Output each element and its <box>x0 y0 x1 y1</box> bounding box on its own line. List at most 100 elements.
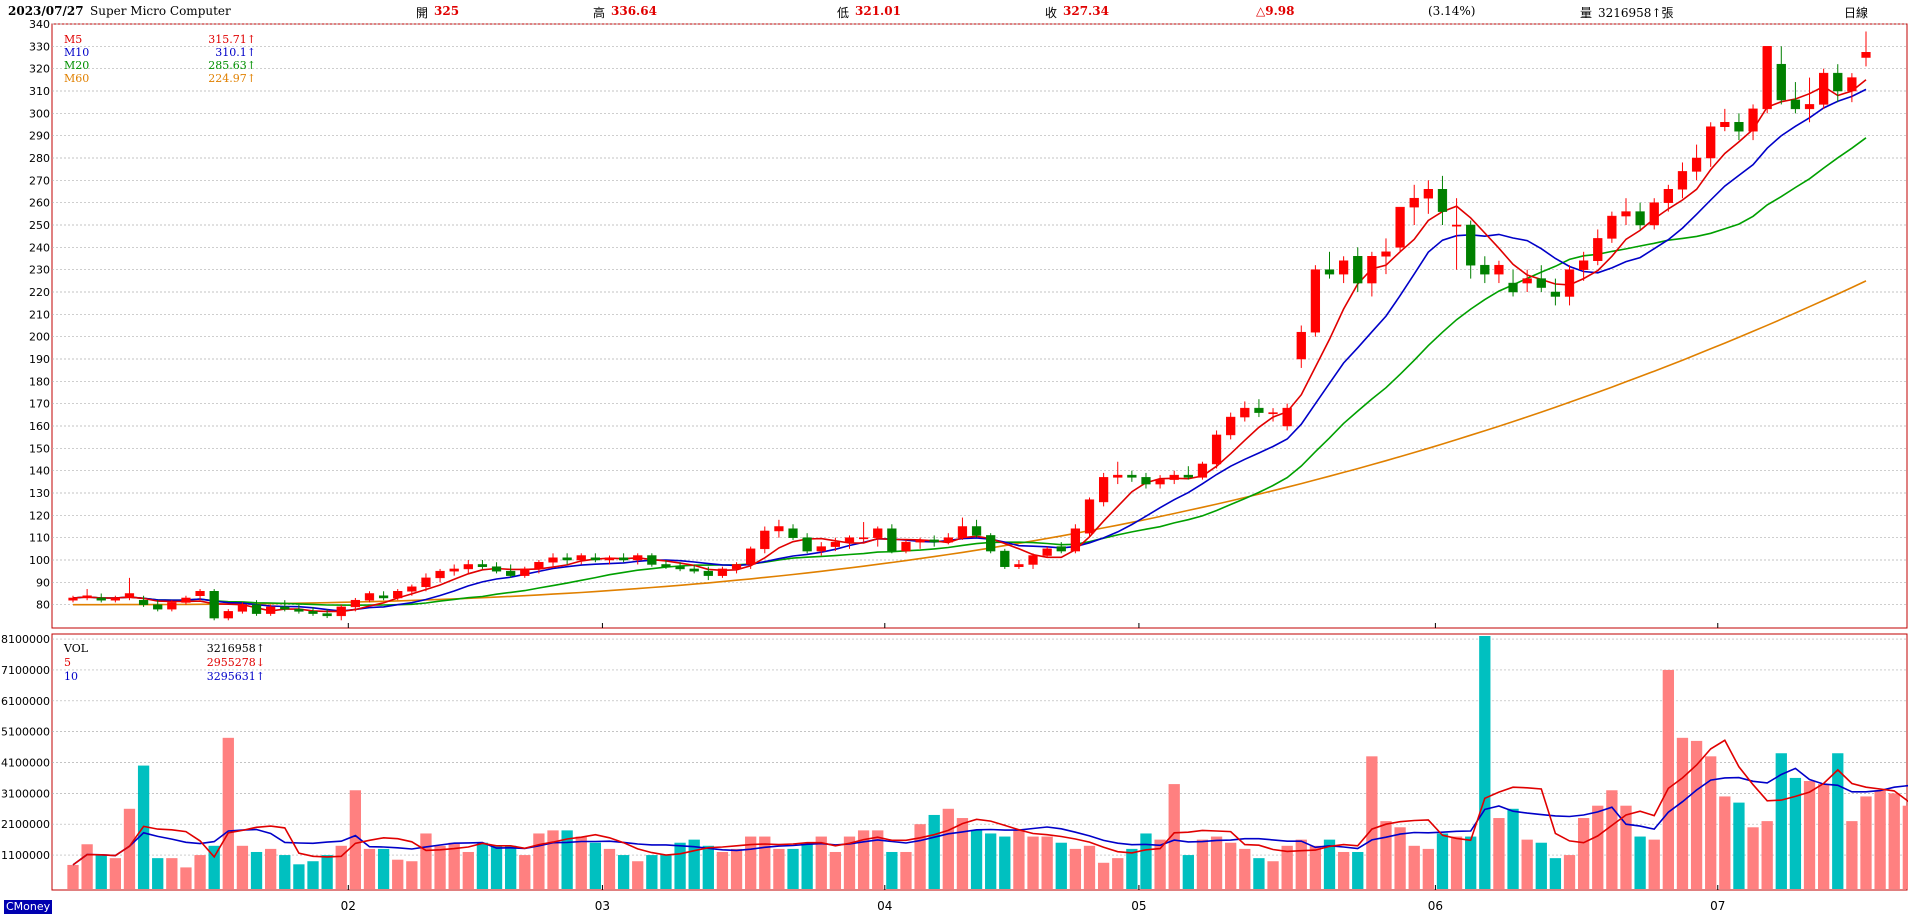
volume-bar <box>1606 790 1618 889</box>
month-label: 04 <box>877 899 892 913</box>
volume-bar <box>759 836 771 889</box>
month-axis: 02 03 04 05 06 07 <box>341 623 1725 913</box>
volume-bar <box>250 851 263 889</box>
volume-bar <box>547 830 559 889</box>
volume-bar <box>646 855 658 889</box>
candle-body <box>1720 122 1730 127</box>
candle-body <box>887 528 897 552</box>
volume-bars <box>67 636 1908 889</box>
open-value: 325 <box>434 4 460 18</box>
candle-body <box>929 539 939 543</box>
volume-bar <box>1366 756 1378 889</box>
volume-bar <box>1803 781 1816 889</box>
high-value: 336.64 <box>611 4 657 18</box>
volume-bar <box>1888 793 1900 889</box>
volume-tick-label: 8100000 <box>1 633 50 646</box>
volume-bar <box>857 830 870 889</box>
candle-body <box>1381 251 1391 257</box>
candle-body <box>1663 189 1673 203</box>
candle-body <box>1451 224 1462 227</box>
candle-body <box>491 566 502 572</box>
ma20-line <box>72 137 1867 607</box>
candle-body <box>237 604 248 612</box>
candle-body <box>1367 256 1377 284</box>
candle-body <box>844 537 855 543</box>
candle-body <box>1790 99 1801 110</box>
candle-body <box>1677 171 1688 190</box>
open-label: 開 <box>416 6 429 20</box>
candle-body <box>604 557 615 561</box>
price-tick-label: 330 <box>29 40 50 53</box>
price-legend-value: 224.97↑ <box>208 72 256 85</box>
volume-bar <box>1832 753 1844 889</box>
volume-bar <box>632 861 644 889</box>
candle-body <box>1550 291 1561 297</box>
volume-tick-label: 4100000 <box>1 757 50 770</box>
volume-tick-label: 6100000 <box>1 695 50 708</box>
volume-bar <box>1817 784 1830 889</box>
price-tick-label: 140 <box>29 465 50 478</box>
candle-body <box>1395 206 1405 248</box>
candle-body <box>209 591 219 619</box>
volume-bar <box>985 833 997 889</box>
stock-name: Super Micro Computer <box>90 4 231 18</box>
price-tick-label: 160 <box>29 420 50 433</box>
volume-bar <box>1225 842 1237 889</box>
volume-bar <box>1083 845 1096 889</box>
volume-bar <box>1239 848 1251 889</box>
volume-panel-frame <box>51 633 1908 891</box>
cmoney-watermark: CMoney <box>4 900 53 914</box>
candle-body <box>1282 407 1292 427</box>
candle-body <box>322 613 332 617</box>
volume-bar <box>815 836 827 889</box>
volume-legend: VOL 3216958↑ 5 2955278↓ 10 3295631↑ <box>63 642 265 683</box>
volume-bar <box>1295 839 1307 889</box>
candle-body <box>1098 477 1109 503</box>
volume-bar <box>123 808 136 889</box>
candle-body <box>1819 72 1829 105</box>
volume-bar <box>1676 737 1689 889</box>
price-tick-label: 110 <box>29 532 50 545</box>
candle-body <box>407 586 417 592</box>
volume-bar <box>801 842 813 889</box>
volume-bar <box>1168 784 1180 889</box>
volume-tick-label: 3100000 <box>1 787 50 800</box>
volume-bar <box>533 833 545 889</box>
month-label: 02 <box>341 899 356 913</box>
volume-bar <box>702 845 714 889</box>
volume-bar <box>1196 839 1209 889</box>
candle-body <box>915 539 925 543</box>
volume-bar <box>392 859 404 889</box>
candle-body <box>1776 63 1786 101</box>
price-legend-name: M10 <box>64 46 89 59</box>
volume-bar <box>236 845 249 889</box>
candle-body <box>435 570 445 579</box>
volume-label: 量 <box>1580 6 1593 20</box>
candle-body <box>1268 412 1278 415</box>
volume-bar <box>1874 790 1886 889</box>
candle-body <box>1254 407 1264 413</box>
candle-body <box>266 606 276 614</box>
volume-ma10-line <box>72 767 1908 866</box>
price-tick-label: 280 <box>29 152 50 165</box>
volume-bar <box>505 845 517 889</box>
price-tick-label: 120 <box>29 509 50 522</box>
volume-bar <box>674 842 686 889</box>
candle-body <box>1014 564 1024 567</box>
candle-body <box>1310 269 1321 333</box>
price-tick-label: 310 <box>29 85 50 98</box>
candle-body <box>830 541 841 547</box>
volume-bar <box>1394 827 1406 889</box>
month-label: 06 <box>1428 899 1443 913</box>
candle-body <box>562 557 572 561</box>
volume-bar <box>152 858 164 889</box>
candle-body <box>1804 104 1815 110</box>
candle-body <box>181 597 191 603</box>
volume-bar <box>307 861 319 889</box>
candle-body <box>816 546 826 552</box>
candle-body <box>1621 211 1631 217</box>
candle-body <box>534 561 544 570</box>
price-tick-label: 300 <box>29 107 50 120</box>
price-tick-label: 180 <box>29 375 50 388</box>
volume-bar <box>519 855 531 889</box>
